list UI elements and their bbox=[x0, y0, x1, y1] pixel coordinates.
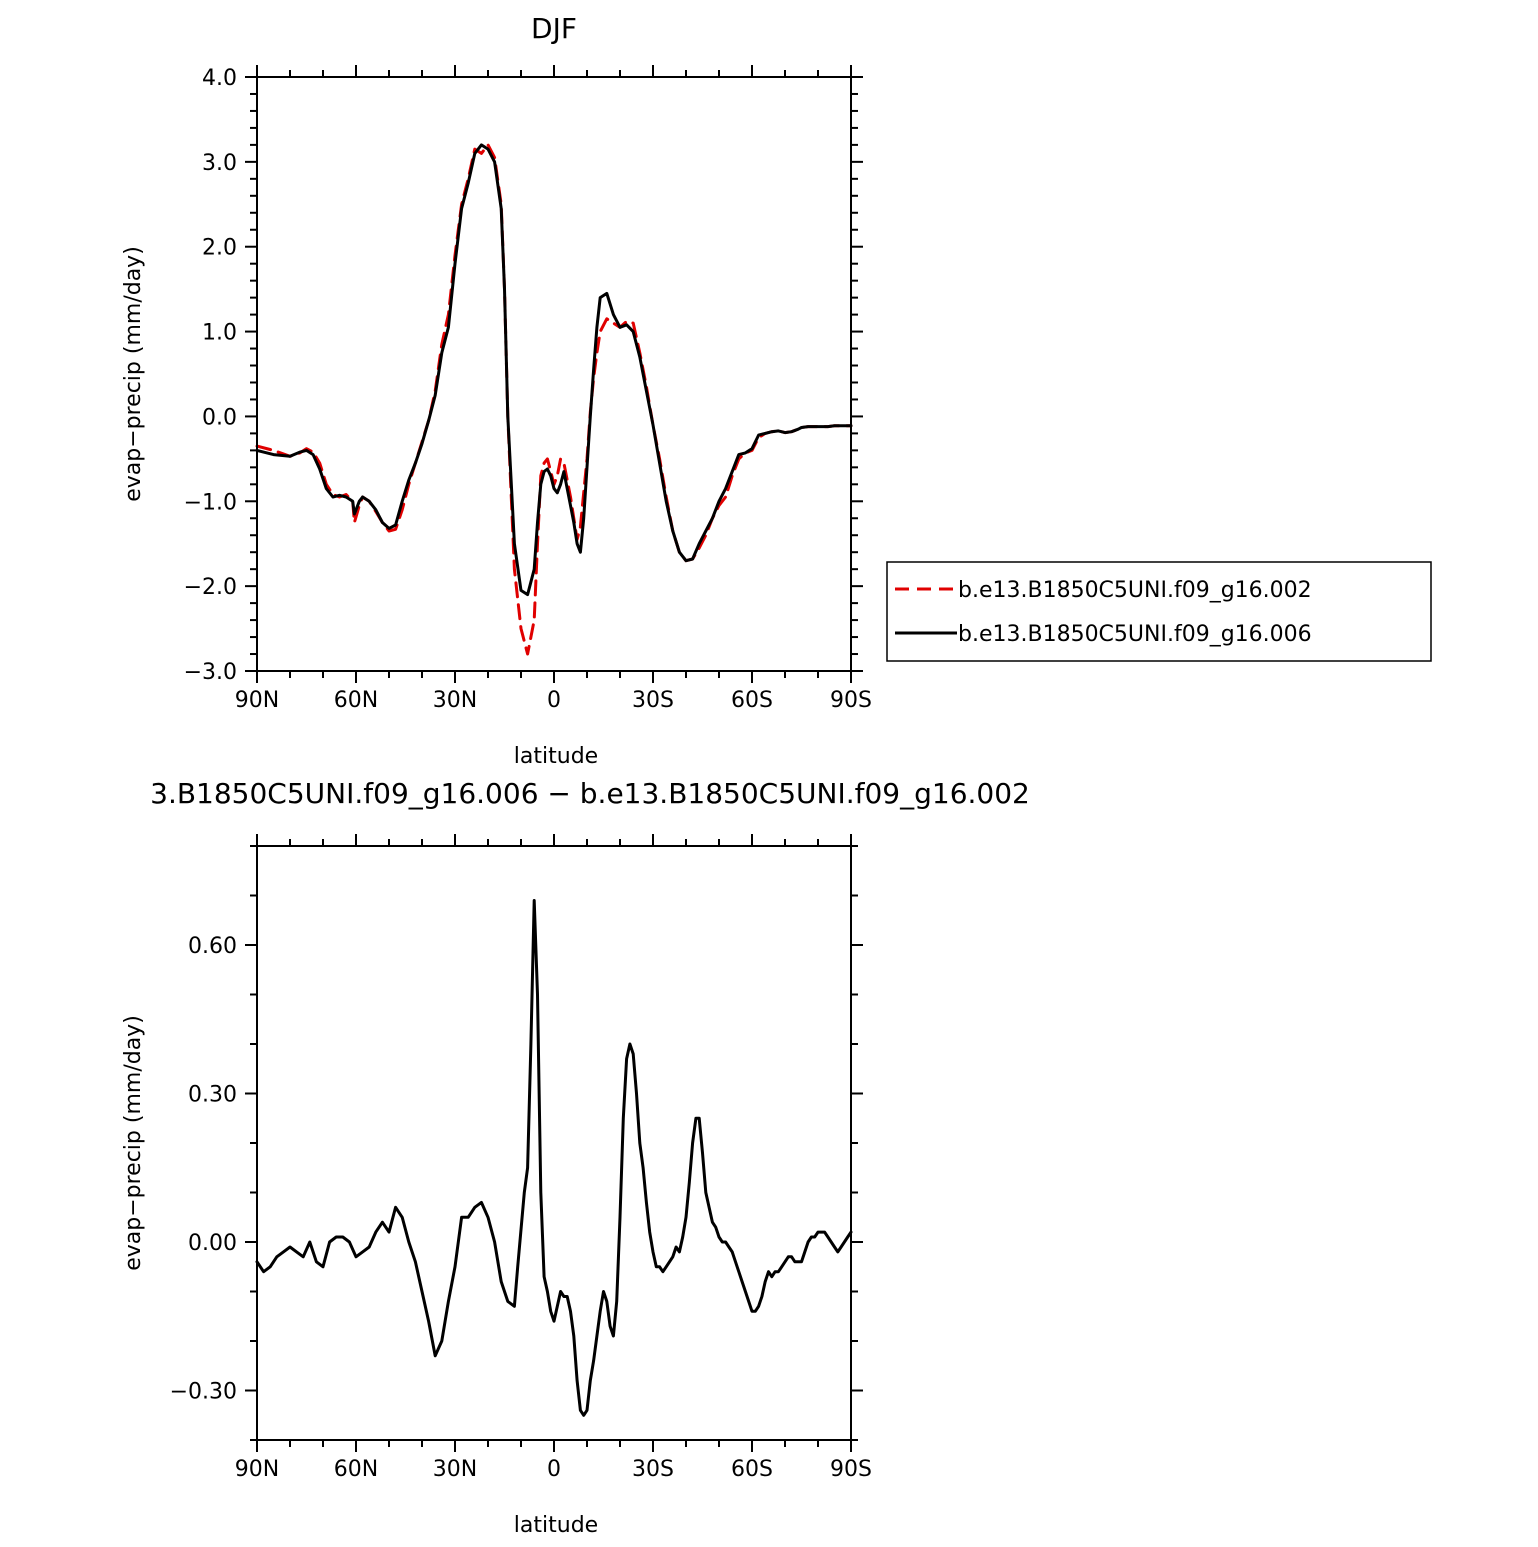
y-tick-label: 4.0 bbox=[202, 66, 237, 91]
series-group bbox=[255, 899, 853, 1417]
x-tick-label: 0 bbox=[547, 688, 561, 713]
x-axis-title: latitude bbox=[514, 744, 598, 769]
legend: b.e13.B1850C5UNI.f09_g16.002 b.e13.B1850C… bbox=[886, 561, 1432, 662]
y-tick-label: 0.30 bbox=[188, 1083, 237, 1108]
y-axis-title: evap−precip (mm/day) bbox=[121, 1015, 146, 1271]
y-tick-label: −2.0 bbox=[184, 575, 237, 600]
y-tick-label: 3.0 bbox=[202, 151, 237, 176]
chart-title: DJF bbox=[531, 12, 577, 45]
y-tick-label: −1.0 bbox=[184, 490, 237, 515]
plot-frame bbox=[256, 845, 852, 1441]
tick-marks bbox=[245, 65, 863, 683]
x-tick-label: 30N bbox=[433, 688, 477, 713]
chart-title: 3.B1850C5UNI.f09_g16.006 − b.e13.B1850C5… bbox=[150, 777, 1030, 810]
x-tick-label: 60S bbox=[731, 688, 773, 713]
chart-1: 4.0 3.0 2.0 1.0 0.0 −1.0 −2.0 −3.0 90N 60N 30N 0 30S… bbox=[121, 12, 1432, 769]
tick-marks bbox=[245, 834, 863, 1452]
x-tick-label: 90N bbox=[235, 688, 279, 713]
series-line-1 bbox=[255, 143, 853, 656]
x-tick-label: 30N bbox=[433, 1457, 477, 1482]
x-tick-label: 90S bbox=[830, 1457, 872, 1482]
plot-frame bbox=[256, 76, 852, 672]
y-tick-label: 0.60 bbox=[188, 934, 237, 959]
x-tick-label: 30S bbox=[632, 1457, 674, 1482]
series-line-1 bbox=[255, 899, 853, 1417]
series-group bbox=[255, 143, 853, 656]
y-tick-label: 1.0 bbox=[202, 321, 237, 346]
x-axis-title: latitude bbox=[514, 1513, 598, 1538]
y-axis-title: evap−precip (mm/day) bbox=[121, 246, 146, 502]
x-tick-label: 60S bbox=[731, 1457, 773, 1482]
y-tick-label: −3.0 bbox=[184, 660, 237, 685]
x-tick-label: 90S bbox=[830, 688, 872, 713]
y-tick-label: 2.0 bbox=[202, 236, 237, 261]
chart-2: 0.60 0.30 0.00 −0.30 90N 60N 30N 0 30S 60S 90S lati… bbox=[121, 777, 1030, 1538]
x-tick-label: 0 bbox=[547, 1457, 561, 1482]
y-tick-label: 0.0 bbox=[202, 405, 237, 430]
y-tick-label: −0.30 bbox=[170, 1380, 237, 1405]
x-tick-label: 30S bbox=[632, 688, 674, 713]
x-tick-label: 60N bbox=[334, 688, 378, 713]
series-line-2 bbox=[255, 143, 853, 597]
x-tick-label: 90N bbox=[235, 1457, 279, 1482]
legend-box bbox=[886, 561, 1432, 662]
y-tick-label: 0.00 bbox=[188, 1231, 237, 1256]
x-tick-label: 60N bbox=[334, 1457, 378, 1482]
legend-label-2: b.e13.B1850C5UNI.f09_g16.006 bbox=[958, 622, 1312, 647]
legend-label-1: b.e13.B1850C5UNI.f09_g16.002 bbox=[958, 578, 1312, 603]
